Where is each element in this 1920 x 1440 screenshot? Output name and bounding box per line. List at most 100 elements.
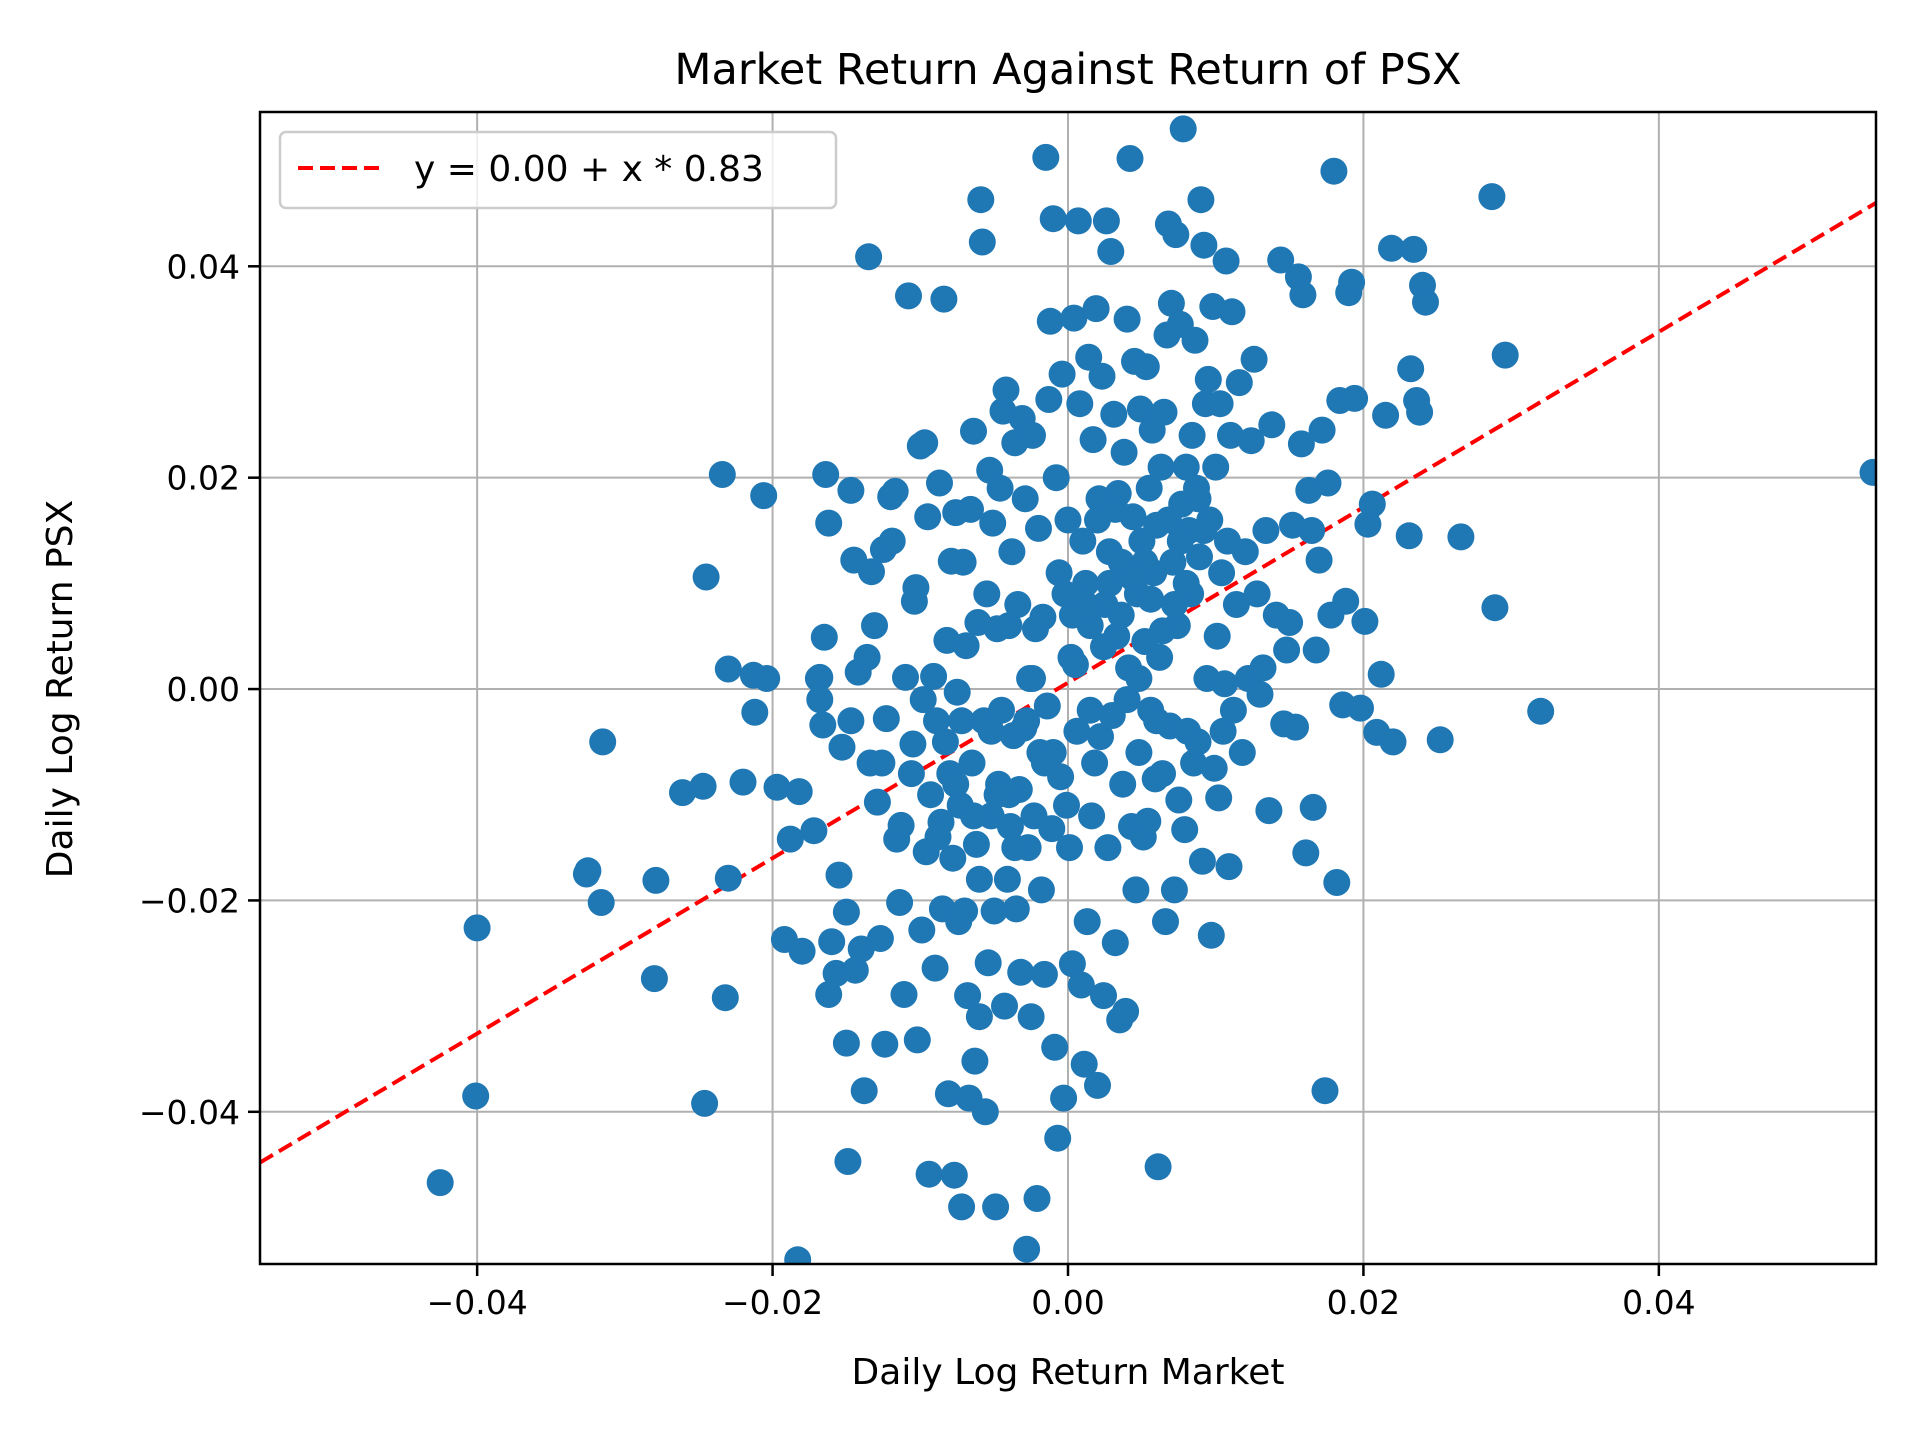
data-point bbox=[1347, 694, 1374, 722]
data-point bbox=[952, 632, 980, 660]
data-point bbox=[1202, 453, 1230, 481]
data-point bbox=[834, 1148, 862, 1175]
data-point bbox=[971, 1098, 999, 1126]
data-point bbox=[1231, 538, 1259, 566]
data-point bbox=[1027, 876, 1055, 904]
data-point bbox=[832, 898, 860, 926]
data-point bbox=[1406, 398, 1434, 426]
data-point bbox=[968, 228, 996, 256]
data-point bbox=[914, 503, 942, 531]
data-point bbox=[1323, 869, 1351, 896]
data-point bbox=[1491, 341, 1519, 369]
data-point bbox=[1282, 713, 1309, 741]
regression-line bbox=[260, 201, 1876, 1165]
data-point bbox=[1150, 398, 1178, 426]
data-point bbox=[574, 857, 602, 885]
data-point bbox=[1243, 580, 1271, 608]
data-point bbox=[923, 707, 950, 735]
data-point bbox=[897, 760, 925, 788]
data-point bbox=[1320, 157, 1348, 185]
data-point bbox=[1212, 247, 1240, 275]
data-point bbox=[1126, 395, 1154, 423]
data-point bbox=[1045, 559, 1073, 587]
data-point bbox=[1178, 421, 1206, 449]
data-point bbox=[1302, 636, 1330, 664]
data-point bbox=[1197, 921, 1225, 949]
data-point bbox=[1081, 749, 1109, 777]
data-point bbox=[960, 417, 987, 445]
data-point bbox=[868, 749, 896, 777]
data-point bbox=[1308, 416, 1336, 444]
data-point bbox=[825, 861, 853, 889]
data-point bbox=[462, 1082, 490, 1110]
data-point bbox=[1311, 1077, 1339, 1105]
x-tick-label: 0.02 bbox=[1327, 1283, 1400, 1322]
data-point bbox=[1206, 390, 1234, 418]
data-point bbox=[1287, 430, 1315, 458]
data-point bbox=[1094, 834, 1122, 862]
data-point bbox=[1172, 569, 1200, 597]
data-point bbox=[837, 476, 865, 504]
data-point bbox=[776, 825, 804, 853]
data-point bbox=[1146, 643, 1174, 671]
data-point bbox=[1397, 355, 1425, 383]
data-point bbox=[1002, 895, 1030, 923]
data-point bbox=[1426, 726, 1454, 754]
data-point bbox=[1527, 697, 1555, 725]
data-point bbox=[1134, 807, 1162, 835]
data-point bbox=[1082, 295, 1110, 323]
data-point bbox=[1088, 362, 1116, 390]
data-point bbox=[1372, 401, 1400, 429]
data-point bbox=[729, 768, 757, 796]
data-point bbox=[881, 477, 909, 505]
data-point bbox=[1200, 754, 1228, 782]
fit-line bbox=[260, 201, 1876, 1165]
y-tick-label: −0.02 bbox=[139, 881, 240, 920]
data-point bbox=[1087, 723, 1114, 751]
data-point bbox=[1109, 770, 1137, 798]
data-point bbox=[958, 749, 986, 777]
data-point bbox=[691, 1089, 719, 1117]
y-axis-label: Daily Log Return PSX bbox=[40, 500, 81, 878]
data-point bbox=[930, 285, 958, 313]
data-point bbox=[1149, 617, 1176, 645]
data-point bbox=[692, 563, 720, 591]
data-point bbox=[714, 864, 742, 892]
data-point bbox=[939, 844, 967, 872]
data-point bbox=[1289, 281, 1317, 309]
data-point bbox=[1007, 958, 1035, 986]
x-axis-ticks: −0.04 −0.02 0.00 0.02 0.04 bbox=[427, 1264, 1696, 1322]
data-point bbox=[1116, 145, 1144, 172]
data-point bbox=[806, 686, 834, 714]
data-point bbox=[861, 612, 888, 640]
data-point bbox=[1041, 1033, 1069, 1061]
data-point bbox=[815, 981, 843, 1008]
y-tick-label: 0.00 bbox=[167, 670, 240, 709]
data-point bbox=[1069, 527, 1097, 555]
data-point bbox=[1051, 580, 1079, 608]
data-point bbox=[1013, 707, 1041, 735]
data-point bbox=[1001, 834, 1029, 862]
data-point bbox=[949, 548, 977, 576]
data-point bbox=[915, 1160, 943, 1188]
data-point bbox=[899, 730, 927, 758]
data-point bbox=[1030, 960, 1058, 988]
data-point bbox=[1252, 517, 1280, 544]
data-point bbox=[1090, 982, 1117, 1010]
data-point bbox=[1154, 506, 1182, 534]
data-point bbox=[934, 1080, 962, 1108]
data-point bbox=[980, 897, 1008, 925]
data-point bbox=[991, 992, 1018, 1020]
data-point bbox=[902, 574, 930, 602]
data-point bbox=[908, 916, 936, 944]
data-point bbox=[886, 889, 914, 916]
data-point bbox=[1249, 654, 1277, 682]
data-point bbox=[1267, 246, 1295, 274]
data-point bbox=[890, 981, 918, 1008]
data-point bbox=[917, 781, 945, 809]
data-point bbox=[1478, 183, 1506, 211]
data-point bbox=[1019, 421, 1046, 449]
data-point bbox=[1075, 343, 1103, 371]
data-point bbox=[1060, 304, 1088, 332]
